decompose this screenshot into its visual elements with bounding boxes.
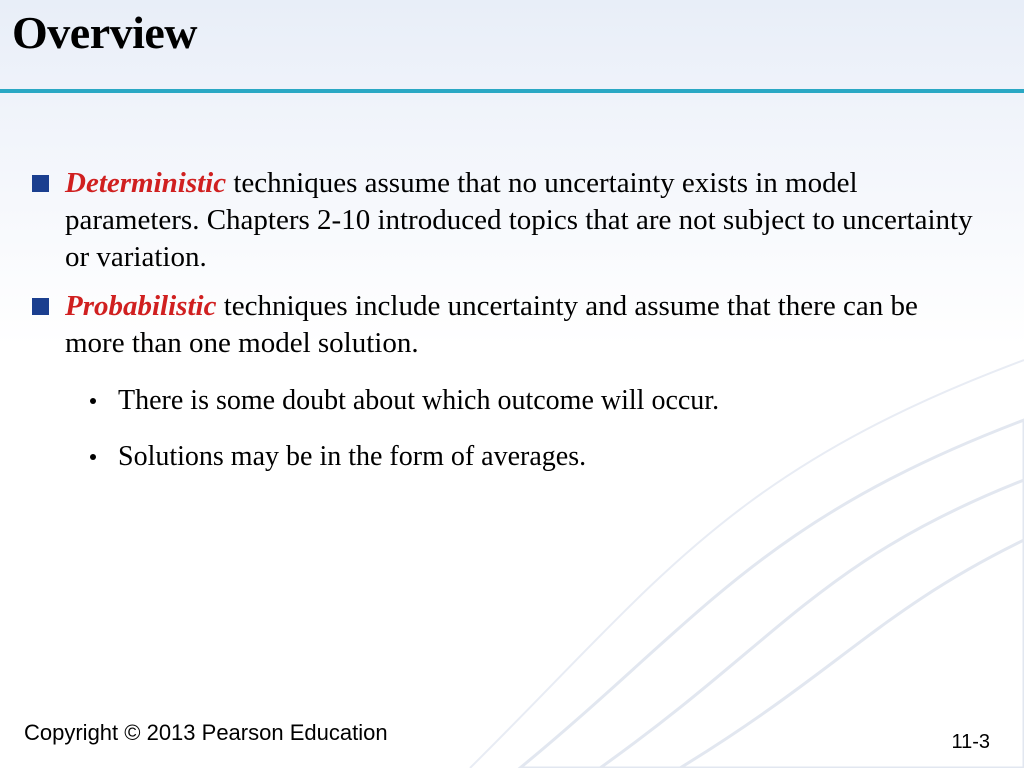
sub-bullet-text: Solutions may be in the form of averages… — [118, 439, 586, 475]
slide-title: Overview — [0, 0, 1024, 59]
sub-bullet-text: There is some doubt about which outcome … — [118, 383, 719, 419]
emphasis-term: Probabilistic — [65, 290, 216, 322]
square-bullet-icon — [32, 298, 49, 315]
sub-bullet-item: There is some doubt about which outcome … — [90, 383, 984, 419]
sub-bullet-item: Solutions may be in the form of averages… — [90, 439, 984, 475]
bullet-item: Probabilistic techniques include uncerta… — [32, 288, 984, 362]
dot-bullet-icon — [90, 454, 96, 460]
bullet-item: Deterministic techniques assume that no … — [32, 165, 984, 276]
bullet-text: Probabilistic techniques include uncerta… — [65, 288, 984, 362]
bullet-text: Deterministic techniques assume that no … — [65, 165, 984, 276]
page-number: 11-3 — [951, 731, 990, 754]
emphasis-term: Deterministic — [65, 167, 226, 199]
dot-bullet-icon — [90, 398, 96, 404]
square-bullet-icon — [32, 175, 49, 192]
copyright-footer: Copyright © 2013 Pearson Education — [24, 720, 388, 746]
slide: Overview Deterministic techniques assume… — [0, 0, 1024, 768]
slide-body: Deterministic techniques assume that no … — [0, 93, 1024, 475]
